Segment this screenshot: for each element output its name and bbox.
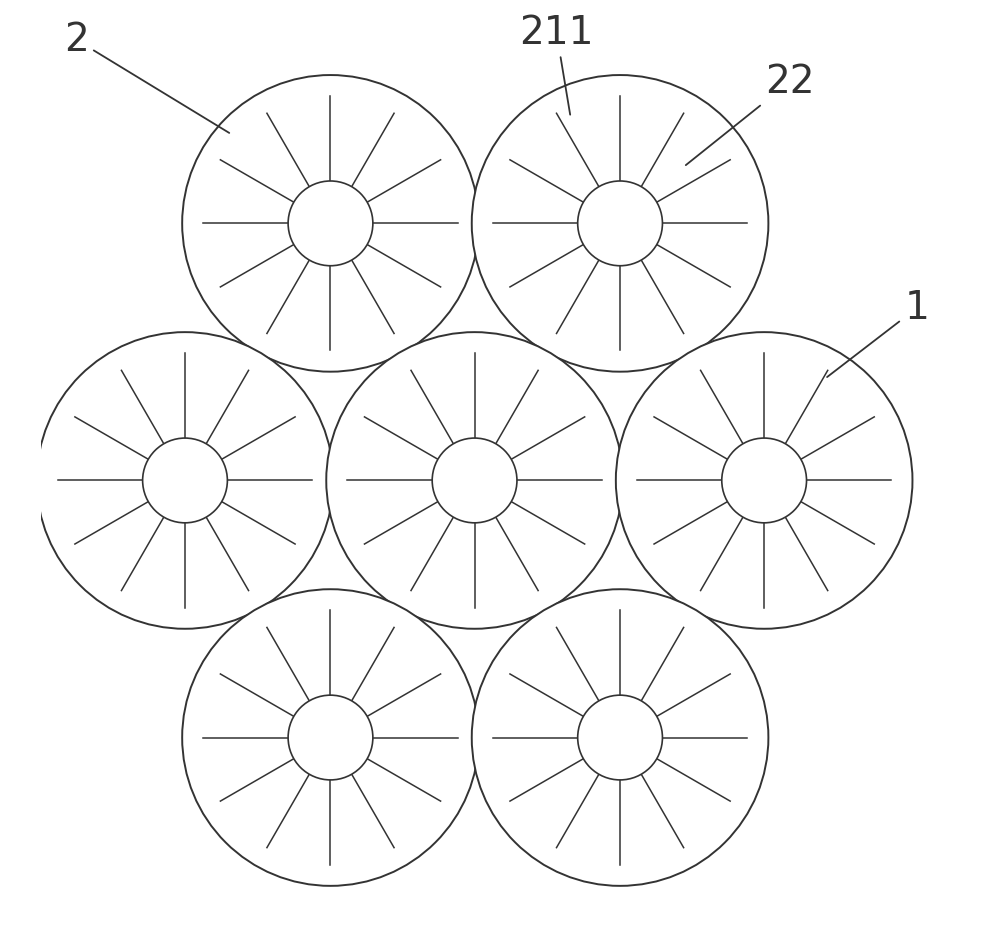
- Circle shape: [182, 590, 479, 886]
- Circle shape: [472, 590, 768, 886]
- Text: 2: 2: [64, 20, 229, 133]
- Text: 211: 211: [519, 14, 594, 115]
- Text: 1: 1: [827, 289, 929, 377]
- Circle shape: [578, 181, 662, 266]
- Circle shape: [37, 332, 333, 629]
- Circle shape: [578, 695, 662, 780]
- Circle shape: [143, 438, 227, 523]
- Circle shape: [722, 438, 807, 523]
- Circle shape: [288, 181, 373, 266]
- Circle shape: [432, 438, 517, 523]
- Circle shape: [326, 332, 623, 629]
- Circle shape: [288, 695, 373, 780]
- Text: 22: 22: [686, 63, 814, 165]
- Circle shape: [182, 75, 479, 372]
- Circle shape: [472, 75, 768, 372]
- Circle shape: [616, 332, 912, 629]
